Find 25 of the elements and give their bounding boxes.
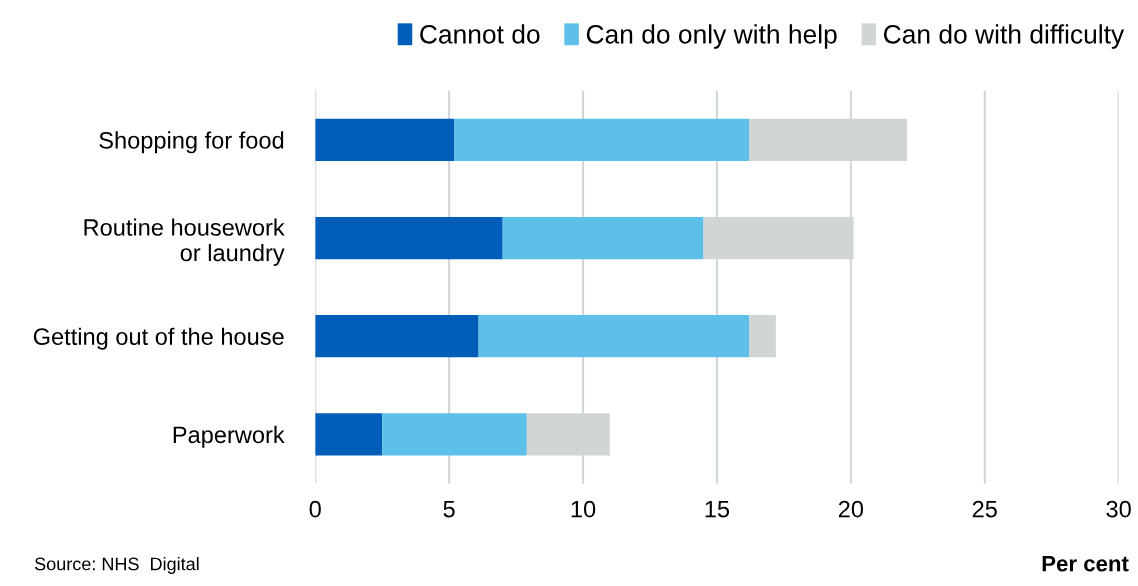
- bar: [315, 118, 455, 162]
- legend-label: Can do with difficulty: [883, 24, 1125, 49]
- y-tick-label: Shopping for food: [99, 131, 284, 154]
- x-tick-label: 20: [838, 500, 864, 518]
- x-tick-label: 25: [972, 500, 997, 518]
- x-tick-label: 30: [1106, 500, 1131, 518]
- bar: [315, 413, 383, 456]
- legend-label: Cannot do: [420, 24, 540, 44]
- bar: [382, 413, 527, 456]
- bar: [454, 118, 750, 162]
- source-note: Source: NHS Digital: [34, 557, 199, 574]
- bar: [478, 315, 750, 358]
- y-tick-label: Routine housework or laundry: [84, 218, 285, 266]
- y-tick-label: Paperwork: [173, 425, 285, 448]
- y-tick-label: Getting out of the house: [33, 327, 284, 350]
- x-tick-label: 15: [705, 500, 730, 518]
- x-axis-title: Per cent: [1042, 555, 1129, 572]
- bar: [749, 315, 776, 358]
- x-tick-label: 5: [443, 500, 455, 518]
- x-tick-label: 0: [309, 500, 321, 518]
- legend-label: Can do only with help: [586, 24, 837, 49]
- x-tick-label: 10: [571, 500, 596, 518]
- bar: [315, 315, 479, 358]
- bar: [502, 216, 704, 260]
- bar: [315, 216, 503, 260]
